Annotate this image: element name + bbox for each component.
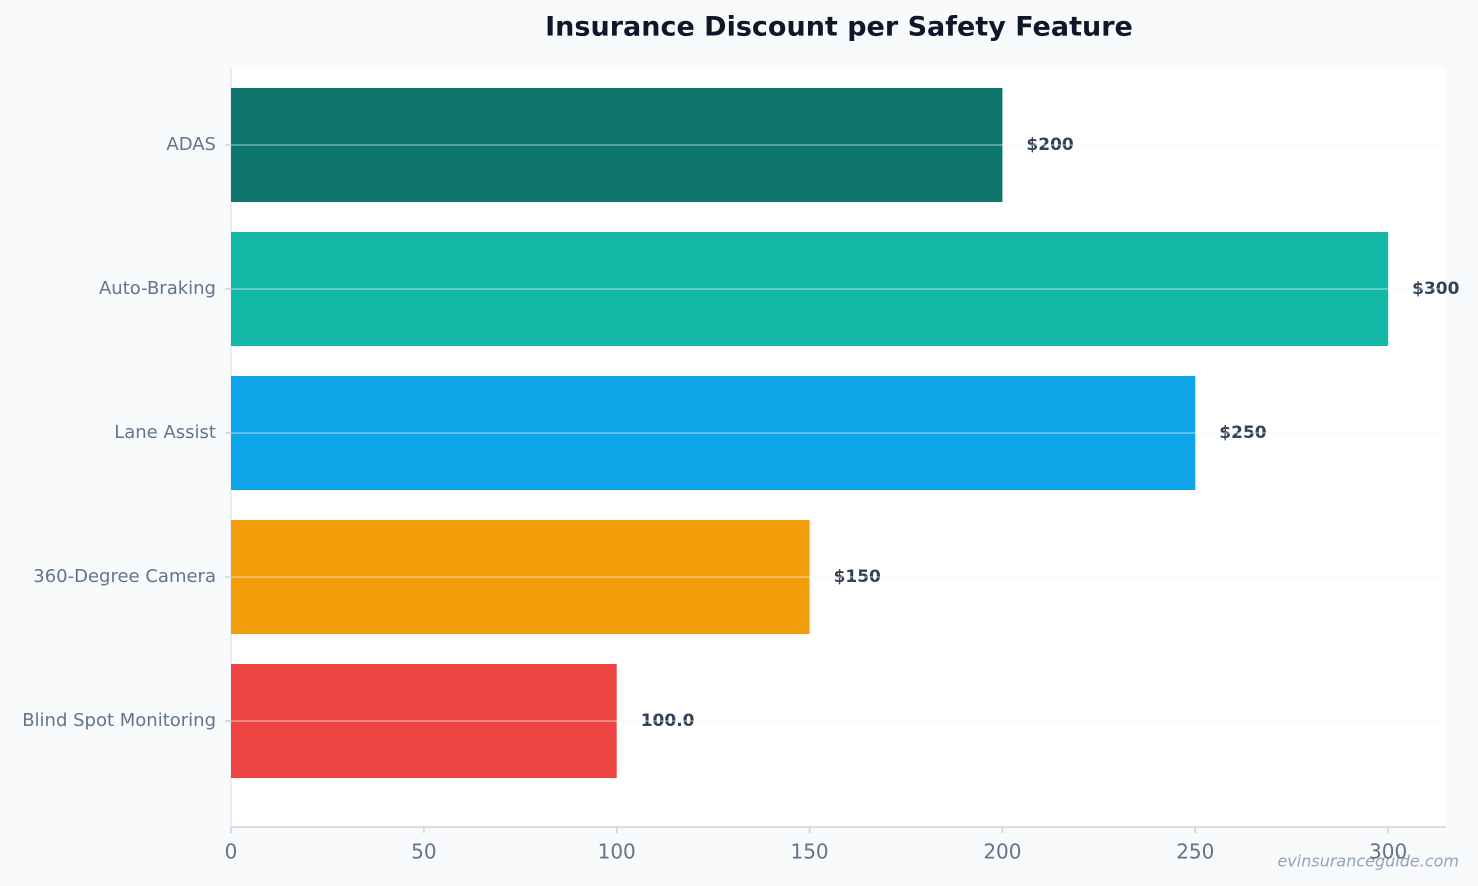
y-tick-label: Blind Spot Monitoring [22, 710, 216, 731]
x-tick-label: 150 [790, 840, 828, 864]
value-label: $150 [834, 567, 881, 587]
chart-title: Insurance Discount per Safety Feature [545, 12, 1133, 43]
value-label: 100.0 [641, 711, 695, 731]
y-tick-label: ADAS [166, 134, 216, 155]
x-tick-label: 250 [1176, 840, 1214, 864]
y-tick-label: Auto-Braking [99, 278, 216, 299]
x-tick-label: 300 [1369, 840, 1407, 864]
x-tick-label: 100 [598, 840, 636, 864]
x-tick-label: 0 [225, 840, 238, 864]
bar [231, 520, 810, 634]
bar [231, 88, 1003, 202]
y-tick-label: Lane Assist [114, 422, 216, 443]
watermark: evinsuranceguide.com [1277, 852, 1459, 871]
bar [231, 232, 1389, 346]
value-label: $300 [1412, 279, 1459, 299]
x-tick-label: 50 [411, 840, 436, 864]
value-label: $250 [1219, 423, 1266, 443]
bar [231, 376, 1196, 490]
value-label: $200 [1026, 135, 1073, 155]
x-tick-label: 200 [983, 840, 1021, 864]
y-tick-label: 360-Degree Camera [33, 566, 216, 587]
bar [231, 664, 617, 778]
